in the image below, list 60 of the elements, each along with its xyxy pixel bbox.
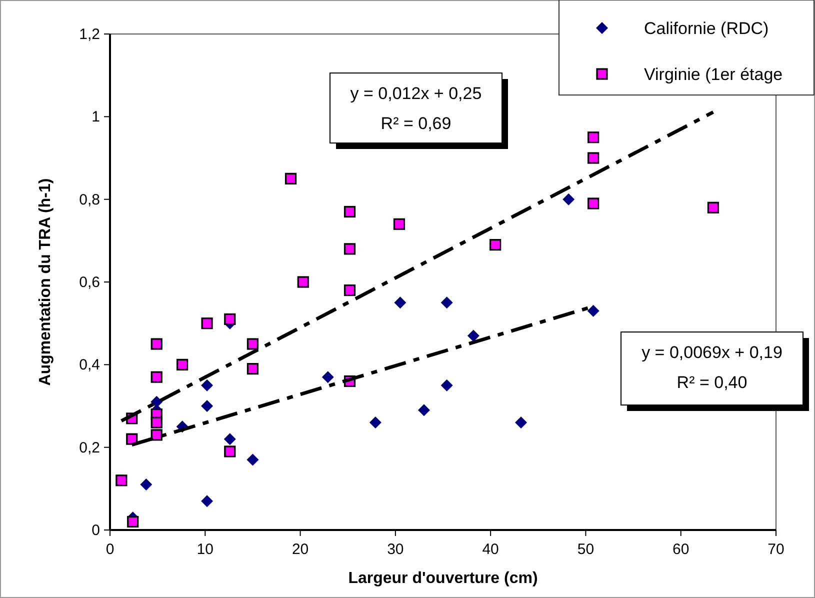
point	[116, 474, 128, 486]
point	[467, 330, 480, 342]
point	[587, 304, 600, 317]
point	[418, 404, 430, 416]
x-tick-label: 70	[768, 541, 784, 558]
point	[150, 338, 162, 350]
point	[201, 379, 214, 392]
point	[201, 318, 213, 330]
point	[246, 454, 259, 466]
point	[224, 313, 236, 325]
x-tick-label: 0	[106, 541, 114, 558]
point	[707, 202, 720, 214]
point	[588, 152, 600, 164]
y-tick-label: 1	[92, 108, 100, 126]
point	[201, 400, 214, 412]
point	[150, 429, 162, 441]
y-tick-label: 1,2	[79, 26, 100, 43]
x-tick-label: 30	[387, 541, 404, 558]
point	[344, 206, 356, 218]
point	[393, 218, 406, 230]
point	[224, 446, 236, 458]
point	[127, 516, 139, 528]
point	[588, 132, 600, 144]
x-tick-label: 50	[577, 541, 594, 558]
point	[140, 478, 152, 491]
point	[440, 296, 453, 309]
point	[344, 284, 356, 296]
legend-label: Californie (RDC)	[644, 19, 769, 38]
point	[369, 416, 382, 429]
y-tick-label: 0	[92, 522, 100, 539]
point	[440, 379, 453, 392]
y-tick-label: 0,6	[79, 274, 100, 291]
x-tick-label: 20	[292, 541, 309, 558]
y-axis-title: Augmentation du TRA (h-1)	[37, 178, 54, 386]
point	[176, 358, 188, 370]
y-tick-label: 0,8	[79, 191, 100, 208]
y-tick-label: 0,4	[79, 356, 100, 374]
point	[588, 198, 600, 210]
point	[150, 371, 162, 383]
annotation: y = 0,012x + 0,25 R² = 0,69	[350, 84, 482, 133]
point	[344, 243, 356, 255]
legend-label: Virginie (1er étage	[644, 65, 783, 84]
point	[394, 296, 406, 309]
annotation: y = 0,0069x + 0,19 R² = 0,40	[642, 343, 782, 392]
point	[322, 371, 334, 384]
x-tick-label: 60	[672, 541, 690, 558]
point	[201, 495, 214, 508]
point	[284, 172, 297, 184]
point	[490, 239, 502, 251]
x-tick-label: 10	[196, 541, 214, 558]
point	[224, 433, 236, 446]
point	[562, 193, 575, 206]
x-tick-label: 40	[482, 541, 499, 558]
y-tick-label: 0,2	[79, 439, 100, 456]
point	[515, 416, 528, 429]
point	[246, 363, 259, 375]
point	[150, 416, 162, 428]
point	[297, 276, 309, 288]
point	[246, 338, 259, 350]
x-axis-title: Largeur d'ouverture (cm)	[348, 570, 538, 587]
